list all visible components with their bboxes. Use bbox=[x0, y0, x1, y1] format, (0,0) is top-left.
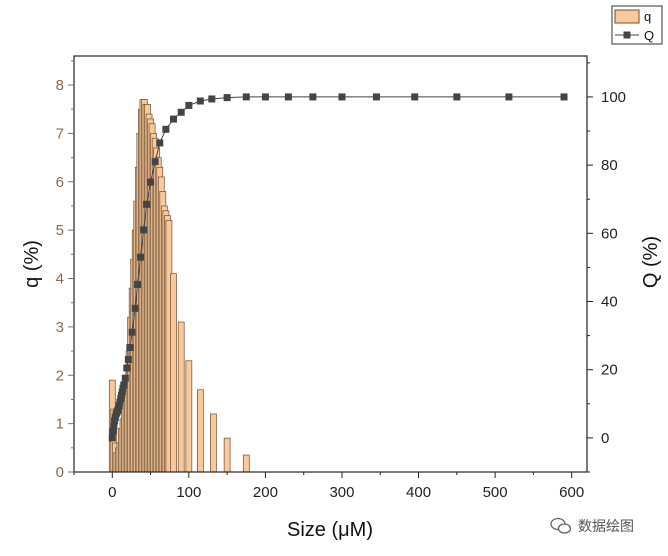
Q-point bbox=[128, 328, 136, 336]
y-axis-left: 0 1 2 3 4 5 6 7 8 bbox=[56, 60, 74, 481]
legend: q Q bbox=[611, 5, 663, 45]
watermark: 数据绘图 bbox=[550, 516, 634, 536]
y-right-tick-label: 0 bbox=[601, 430, 609, 447]
Q-point bbox=[411, 93, 419, 101]
bar bbox=[185, 360, 193, 473]
bar-series-q bbox=[108, 99, 250, 473]
Q-point bbox=[196, 97, 204, 105]
Q-point bbox=[109, 427, 117, 435]
Q-point bbox=[261, 93, 269, 101]
x-tick-label: 600 bbox=[559, 484, 584, 501]
x-tick-label: 400 bbox=[406, 484, 431, 501]
Q-point bbox=[284, 93, 292, 101]
legend-label-Q: Q bbox=[644, 28, 654, 43]
y-right-tick-label: 60 bbox=[601, 225, 618, 242]
y-right-tick-label: 40 bbox=[601, 294, 618, 311]
legend-marker-Q bbox=[623, 31, 631, 39]
Q-point bbox=[123, 364, 131, 372]
Q-point bbox=[177, 108, 185, 116]
Q-point bbox=[126, 344, 134, 352]
y-left-tick-label: 2 bbox=[56, 367, 64, 384]
bar bbox=[196, 389, 204, 473]
Q-point bbox=[134, 280, 142, 288]
Q-point bbox=[156, 139, 164, 147]
Q-point bbox=[121, 374, 129, 382]
Q-point bbox=[338, 93, 346, 101]
y-axis-right: 0 20 40 60 80 100 bbox=[587, 62, 626, 473]
Q-point bbox=[143, 200, 151, 208]
line-series-Q bbox=[108, 93, 568, 442]
bar bbox=[210, 413, 217, 473]
Q-point bbox=[110, 422, 118, 430]
bar bbox=[177, 321, 185, 473]
Q-point bbox=[108, 434, 116, 442]
Q-point bbox=[131, 304, 139, 312]
Q-point bbox=[208, 95, 216, 103]
y-left-tick-label: 5 bbox=[56, 222, 64, 239]
y-axis-left-title: q (%) bbox=[21, 240, 43, 288]
Q-point bbox=[453, 93, 461, 101]
y-right-tick-label: 100 bbox=[601, 89, 626, 106]
y-left-tick-label: 0 bbox=[56, 464, 64, 481]
legend-label-q: q bbox=[644, 9, 651, 24]
x-tick-label: 100 bbox=[176, 484, 201, 501]
x-axis-title: Size (μM) bbox=[287, 519, 373, 541]
Q-point bbox=[137, 253, 145, 261]
Q-point bbox=[147, 178, 155, 186]
y-left-tick-label: 7 bbox=[56, 125, 64, 142]
x-tick-label: 300 bbox=[329, 484, 354, 501]
Q-point bbox=[162, 125, 170, 133]
x-axis: 0 100 200 300 400 500 600 bbox=[73, 472, 584, 501]
y-left-tick-label: 6 bbox=[56, 174, 64, 191]
watermark-text: 数据绘图 bbox=[578, 519, 634, 535]
bar bbox=[242, 454, 250, 473]
y-axis-right-title: Q (%) bbox=[640, 236, 662, 288]
bar bbox=[223, 437, 231, 473]
wechat-icon bbox=[550, 517, 572, 534]
Q-point bbox=[309, 93, 317, 101]
Q-point bbox=[505, 93, 513, 101]
x-tick-label: 500 bbox=[483, 484, 508, 501]
x-tick-label: 0 bbox=[108, 484, 116, 501]
Q-point bbox=[185, 101, 193, 109]
y-right-tick-label: 20 bbox=[601, 362, 618, 379]
y-right-tick-label: 80 bbox=[601, 157, 618, 174]
Q-point bbox=[372, 93, 380, 101]
Q-point bbox=[140, 226, 148, 234]
Q-point bbox=[170, 115, 178, 123]
y-left-tick-label: 4 bbox=[56, 271, 64, 288]
y-left-tick-label: 1 bbox=[56, 416, 64, 433]
Q-point bbox=[560, 93, 568, 101]
Q-point bbox=[124, 355, 132, 363]
Q-point bbox=[120, 381, 128, 389]
Q-point bbox=[242, 93, 250, 101]
legend-swatch-q bbox=[614, 9, 640, 24]
y-left-tick-label: 8 bbox=[56, 77, 64, 94]
bar bbox=[170, 273, 177, 473]
x-tick-label: 200 bbox=[253, 484, 278, 501]
Q-point bbox=[223, 94, 231, 102]
Q-point bbox=[151, 158, 159, 166]
plot-frame bbox=[73, 55, 588, 473]
y-left-tick-label: 3 bbox=[56, 319, 64, 336]
